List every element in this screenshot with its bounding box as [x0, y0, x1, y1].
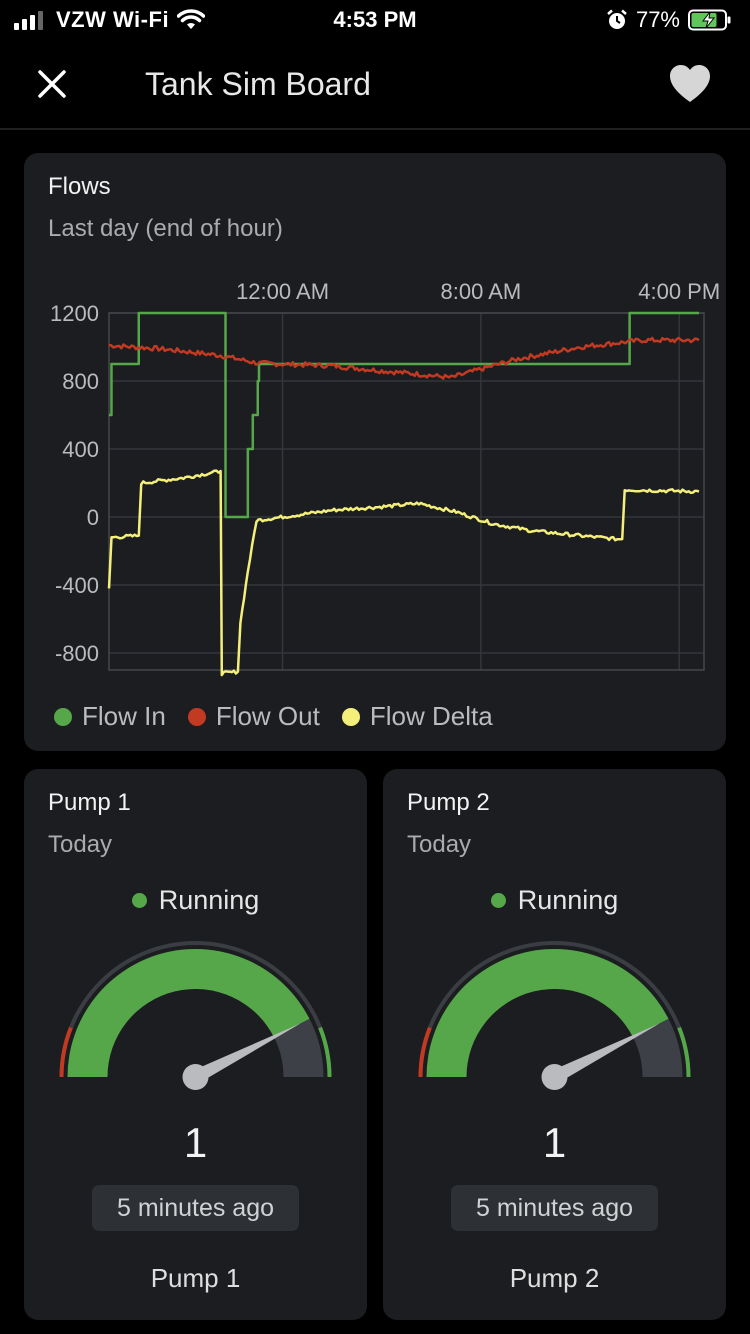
- legend-label: Flow Delta: [369, 701, 493, 731]
- plot-frame: [108, 312, 705, 671]
- legend-label: Flow In: [82, 701, 166, 731]
- gauge-remaining-arc: [273, 1018, 324, 1077]
- y-tick-label: 800: [62, 369, 99, 394]
- pump-subtitle: Today: [407, 831, 472, 858]
- gauge-remaining-arc: [632, 1018, 683, 1077]
- app-header: Tank Sim Board: [0, 40, 750, 130]
- heart-icon: [670, 65, 710, 102]
- legend-flow-in[interactable]: Flow In: [54, 701, 166, 732]
- pump-name: Pump 1: [150, 1263, 241, 1293]
- close-icon: [38, 70, 66, 98]
- y-tick-label: -800: [55, 641, 99, 666]
- pump-value: 1: [542, 1119, 567, 1166]
- status-right: 77%: [606, 7, 732, 33]
- legend-dot: [187, 707, 206, 726]
- x-tick-label: 8:00 AM: [441, 279, 522, 304]
- signal-icon: [14, 11, 43, 30]
- status-label: Running: [158, 885, 260, 915]
- gauge-low-zone: [59, 1026, 73, 1077]
- x-tick-label: 12:00 AM: [236, 279, 329, 304]
- favorite-button[interactable]: [666, 60, 714, 108]
- gauge-high-zone: [318, 1026, 332, 1077]
- x-tick-label: 4:00 PM: [638, 279, 720, 304]
- pump-title: Pump 1: [48, 789, 131, 816]
- battery-charging-icon: [688, 9, 731, 31]
- gauge-needle: [192, 1023, 301, 1084]
- status-left: VZW Wi-Fi: [14, 7, 206, 33]
- carrier-label: VZW Wi-Fi: [56, 7, 170, 32]
- legend-dot: [341, 707, 360, 726]
- legend-flow-delta[interactable]: Flow Delta: [341, 701, 493, 732]
- y-tick-label: 0: [87, 505, 99, 530]
- legend-dot: [54, 707, 72, 726]
- pump-status: Running: [383, 885, 726, 916]
- chart-legend: Flow In Flow Out Flow Delta: [54, 701, 493, 732]
- legend-flow-out[interactable]: Flow Out: [187, 701, 320, 732]
- last-updated-badge: 5 minutes ago: [451, 1185, 658, 1231]
- page-title: Tank Sim Board: [145, 66, 371, 102]
- pump-1-card[interactable]: Pump 1 Today Running 1 5 minutes ago Pum…: [24, 769, 367, 1320]
- close-button[interactable]: [30, 62, 74, 106]
- gauge-hub: [182, 1064, 209, 1090]
- flows-chart[interactable]: 1200 800 400 0 -400 -800 12:00 AM 8:00 AM 4:00 P…: [24, 153, 726, 693]
- legend-label: Flow Out: [215, 701, 320, 731]
- battery-percent: 77%: [635, 7, 680, 32]
- wifi-icon: [177, 9, 206, 29]
- y-tick-label: 400: [62, 437, 99, 462]
- series-line-flow-in[interactable]: [109, 311, 700, 519]
- series-line-flow-delta[interactable]: [107, 469, 700, 677]
- pump-value: 1: [183, 1119, 208, 1166]
- status-time: 4:53 PM: [333, 7, 417, 32]
- gauge-value-arc: [67, 949, 310, 1077]
- status-label: Running: [517, 885, 619, 915]
- pump-title: Pump 2: [407, 789, 490, 816]
- pump-status: Running: [24, 885, 367, 916]
- pump-subtitle: Today: [48, 831, 113, 858]
- pump-gauge: [59, 941, 332, 1090]
- status-dot: [490, 893, 506, 908]
- y-tick-label: -400: [55, 573, 99, 598]
- gauge-needle: [551, 1023, 660, 1084]
- gauge-low-zone: [418, 1026, 432, 1077]
- gauge-hub: [541, 1064, 568, 1090]
- y-tick-label: 1200: [50, 301, 99, 326]
- status-bar: VZW Wi-Fi 4:53 PM 77%: [0, 0, 750, 40]
- gauge-value-arc: [426, 949, 669, 1077]
- flows-title: Flows: [48, 173, 111, 200]
- flows-subtitle: Last day (end of hour): [48, 215, 283, 242]
- status-dot: [131, 893, 147, 908]
- pump-2-card[interactable]: Pump 2 Today Running 1 5 minutes ago Pum…: [383, 769, 726, 1320]
- pump-name: Pump 2: [509, 1263, 600, 1293]
- pump-gauge: [418, 941, 691, 1090]
- alarm-icon: [607, 9, 627, 29]
- gauge-high-zone: [677, 1026, 691, 1077]
- last-updated-badge: 5 minutes ago: [92, 1185, 299, 1231]
- series-line-flow-out[interactable]: [108, 336, 700, 380]
- flows-card: Flows Last day (end of hour) 1200 800 400 0…: [24, 153, 726, 751]
